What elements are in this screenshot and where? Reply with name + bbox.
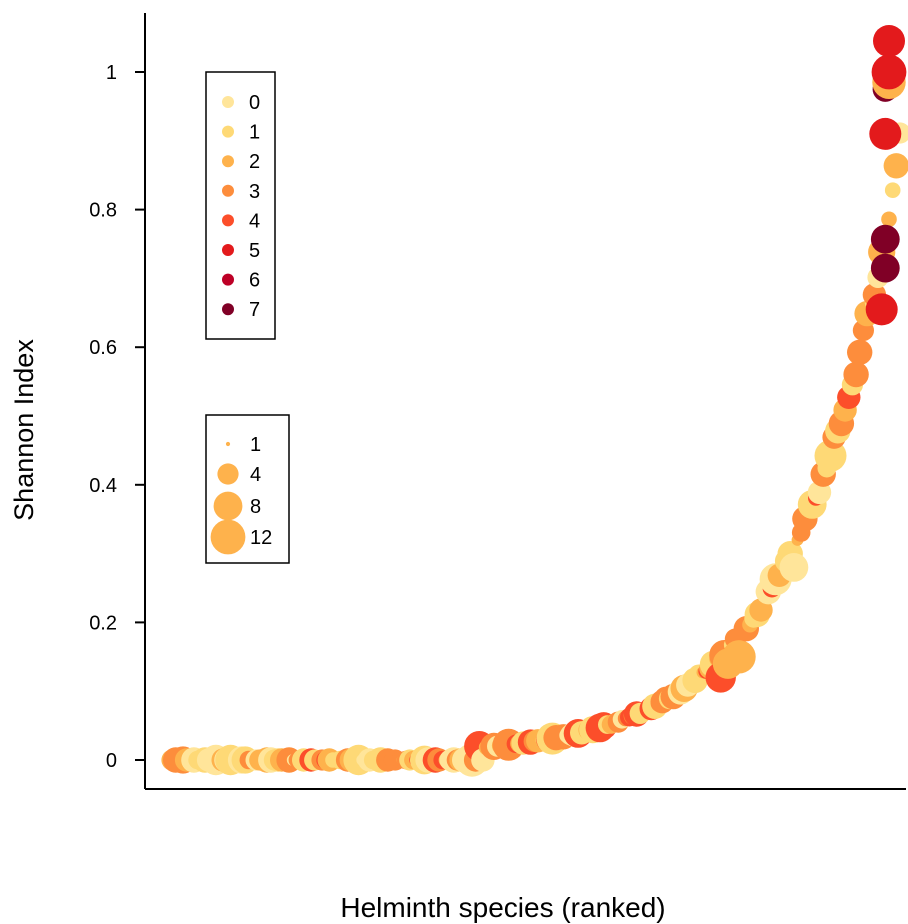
color-legend-label: 1 xyxy=(249,122,260,144)
color-legend: 0 1 2 3 4 5 6 7 xyxy=(205,71,276,340)
y-ticks: 0 0.2 0.4 0.6 0.8 1 xyxy=(89,62,145,772)
data-point xyxy=(871,54,907,90)
data-point xyxy=(865,293,898,326)
color-legend-marker xyxy=(222,96,234,108)
size-legend-label: 12 xyxy=(250,527,272,549)
y-axis: 0 0.2 0.4 0.6 0.8 1 xyxy=(89,13,146,789)
color-legend-label: 6 xyxy=(249,270,260,292)
data-point xyxy=(722,640,756,674)
data-point xyxy=(870,224,900,254)
color-legend-label: 7 xyxy=(249,299,260,321)
data-point xyxy=(884,182,901,198)
y-tick-label: 0 xyxy=(106,750,117,772)
data-point xyxy=(873,25,905,57)
size-legend-label: 8 xyxy=(250,496,261,518)
size-legend-marker xyxy=(210,519,246,555)
color-legend-marker xyxy=(222,303,234,316)
color-legend-label: 5 xyxy=(249,240,260,262)
y-tick-label: 0.4 xyxy=(89,475,117,497)
data-point xyxy=(779,553,809,582)
y-tick-label: 1 xyxy=(106,62,117,84)
size-legend-marker xyxy=(225,441,231,447)
size-legend-items: 1 4 8 12 xyxy=(210,434,272,555)
size-legend-label: 1 xyxy=(250,434,261,456)
y-tick-label: 0.6 xyxy=(89,337,117,359)
x-axis-label: Helminth species (ranked) xyxy=(340,892,665,923)
color-legend-label: 2 xyxy=(249,151,260,173)
color-legend-marker xyxy=(222,244,234,256)
data-point xyxy=(870,253,900,283)
color-legend-label: 4 xyxy=(249,210,260,232)
color-legend-marker xyxy=(222,125,234,138)
color-legend-items: 0 1 2 3 4 5 6 7 xyxy=(222,92,260,321)
size-legend-marker xyxy=(217,463,239,485)
data-point xyxy=(843,361,869,388)
color-legend-marker xyxy=(222,184,234,197)
color-legend-label: 0 xyxy=(249,92,260,114)
color-legend-marker xyxy=(222,273,234,286)
color-legend-box xyxy=(205,71,276,340)
data-point xyxy=(881,211,897,228)
y-axis-label: Shannon Index xyxy=(9,339,39,521)
size-legend-label: 4 xyxy=(250,464,261,486)
data-point xyxy=(869,117,902,150)
color-legend-marker xyxy=(222,155,234,168)
y-tick-label: 0.2 xyxy=(89,612,117,634)
size-legend-marker xyxy=(213,491,243,521)
data-points xyxy=(161,25,908,777)
y-tick-label: 0.8 xyxy=(89,200,117,222)
color-legend-marker xyxy=(222,214,234,227)
data-point xyxy=(883,153,908,179)
color-legend-label: 3 xyxy=(249,181,260,203)
size-legend: 1 4 8 12 xyxy=(205,414,290,564)
data-point xyxy=(847,339,873,365)
